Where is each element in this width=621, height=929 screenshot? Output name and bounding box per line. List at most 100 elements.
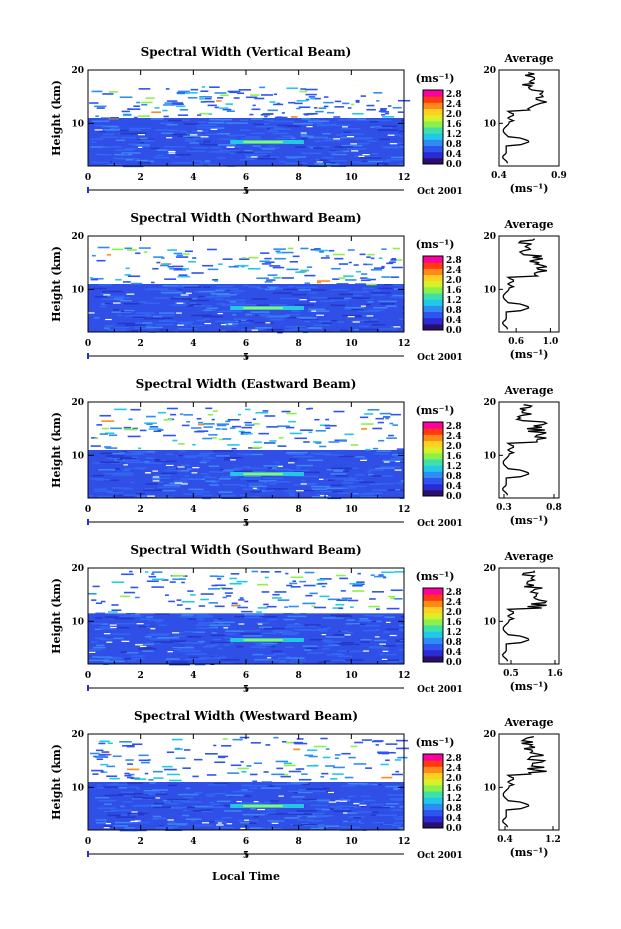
heatmap-cell <box>158 824 165 827</box>
heatmap-cell <box>245 154 268 156</box>
heatmap-cell <box>163 418 173 421</box>
heatmap-cell <box>394 598 403 600</box>
heatmap-cell <box>385 759 390 762</box>
heatmap-cell <box>361 428 368 430</box>
colorbar-swatch <box>423 760 443 767</box>
heatmap-cell <box>371 294 386 296</box>
heatmap-cell <box>243 635 263 637</box>
heatmap-cell <box>287 812 304 814</box>
heatmap-cell <box>185 818 202 820</box>
colorbar-swatch <box>423 625 443 632</box>
heatmap-cell <box>146 288 169 290</box>
heatmap-cell <box>155 827 174 830</box>
heatmap-cell <box>197 454 211 456</box>
colorbar-swatch <box>423 157 443 165</box>
heatmap-cell <box>390 597 395 600</box>
heatmap-cell <box>319 123 337 126</box>
heatmap-cell <box>310 98 317 100</box>
heatmap-gap <box>110 626 117 629</box>
heatmap-cell <box>346 148 367 150</box>
heatmap-cell <box>198 421 203 424</box>
heatmap-cell <box>139 429 147 432</box>
heatmap-cell <box>332 773 344 775</box>
heatmap-cell <box>254 658 269 661</box>
heatmap-cell <box>89 102 99 104</box>
heatmap-cell <box>192 160 203 162</box>
heatmap-cell <box>316 579 326 581</box>
heatmap-cell <box>378 292 391 294</box>
heatmap-cell <box>271 650 283 653</box>
heatmap-gap <box>137 134 145 136</box>
heatmap-gap <box>340 800 348 802</box>
heatmap-cell <box>151 573 155 575</box>
heatmap-cell <box>383 631 391 633</box>
heatmap-cell <box>401 312 404 315</box>
heatmap-cell <box>292 580 297 582</box>
heatmap-cell <box>350 103 355 106</box>
colorbar-swatch <box>423 133 443 140</box>
heatmap-cell <box>110 127 121 129</box>
colorbar-swatch <box>423 114 443 122</box>
heatmap-cell <box>126 776 134 779</box>
heatmap-cell <box>305 647 318 649</box>
heatmap-cell <box>300 823 318 826</box>
heatmap-gap <box>299 299 307 301</box>
heatmap-cell <box>354 741 364 744</box>
heatmap-cell <box>111 581 125 584</box>
heatmap-cell <box>188 297 198 300</box>
heatmap-cell <box>288 605 299 608</box>
date-sublabel: 5 <box>243 851 249 861</box>
heatmap-cell <box>154 474 172 477</box>
heatmap-cell <box>374 639 387 642</box>
heatmap-cell <box>370 119 381 122</box>
heatmap-cell <box>115 278 122 281</box>
heatmap-cell <box>295 271 305 273</box>
heatmap-cell <box>95 644 105 647</box>
heatmap-cell <box>240 821 250 824</box>
heatmap-cell <box>352 112 364 115</box>
heatmap-cell <box>200 598 209 601</box>
heatmap-cell <box>135 312 155 314</box>
heatmap-gap <box>130 820 138 823</box>
x-tick-label: 6 <box>243 671 249 681</box>
heatmap-cell <box>214 92 227 94</box>
heatmap-cell <box>200 90 209 93</box>
heatmap-cell <box>383 147 398 149</box>
heatmap-cell <box>382 752 390 755</box>
heatmap-cell <box>239 736 250 739</box>
heatmap-cell <box>180 478 202 480</box>
heatmap-cell <box>181 801 202 803</box>
heatmap-cell <box>346 619 355 621</box>
heatmap-cell <box>325 825 340 827</box>
heatmap-cell <box>146 423 153 426</box>
heatmap-cell <box>348 261 352 264</box>
heatmap-cell <box>269 101 276 103</box>
heatmap-cell <box>386 262 394 265</box>
heatmap-cell <box>304 88 318 91</box>
colorbar-swatch <box>423 452 443 460</box>
heatmap-cell <box>157 637 179 639</box>
heatmap-cell <box>378 574 384 576</box>
heatmap-cell <box>98 753 111 756</box>
colorbar-swatch <box>423 649 443 657</box>
heatmap-cell <box>268 482 277 485</box>
heatmap-cell <box>227 90 241 93</box>
heatmap-cell <box>178 578 186 580</box>
colorbar-swatch <box>423 588 443 595</box>
y-tick-label: 10 <box>71 285 84 295</box>
heatmap-cell <box>188 321 194 323</box>
heatmap-cell <box>307 459 324 462</box>
heatmap-cell <box>111 633 131 635</box>
heatmap-cell <box>392 454 404 456</box>
heatmap-cell <box>188 618 196 620</box>
heatmap-cell <box>241 138 262 140</box>
heatmap-cell <box>217 133 230 135</box>
heatmap-cell <box>399 827 404 830</box>
heatmap-cell <box>320 737 328 740</box>
colorbar-swatch <box>423 631 443 638</box>
heatmap-cell <box>177 793 199 796</box>
heatmap-cell <box>402 325 404 328</box>
x-tick-label: 2 <box>138 339 144 349</box>
heatmap-cell <box>155 460 177 463</box>
heatmap-cell <box>402 297 404 299</box>
